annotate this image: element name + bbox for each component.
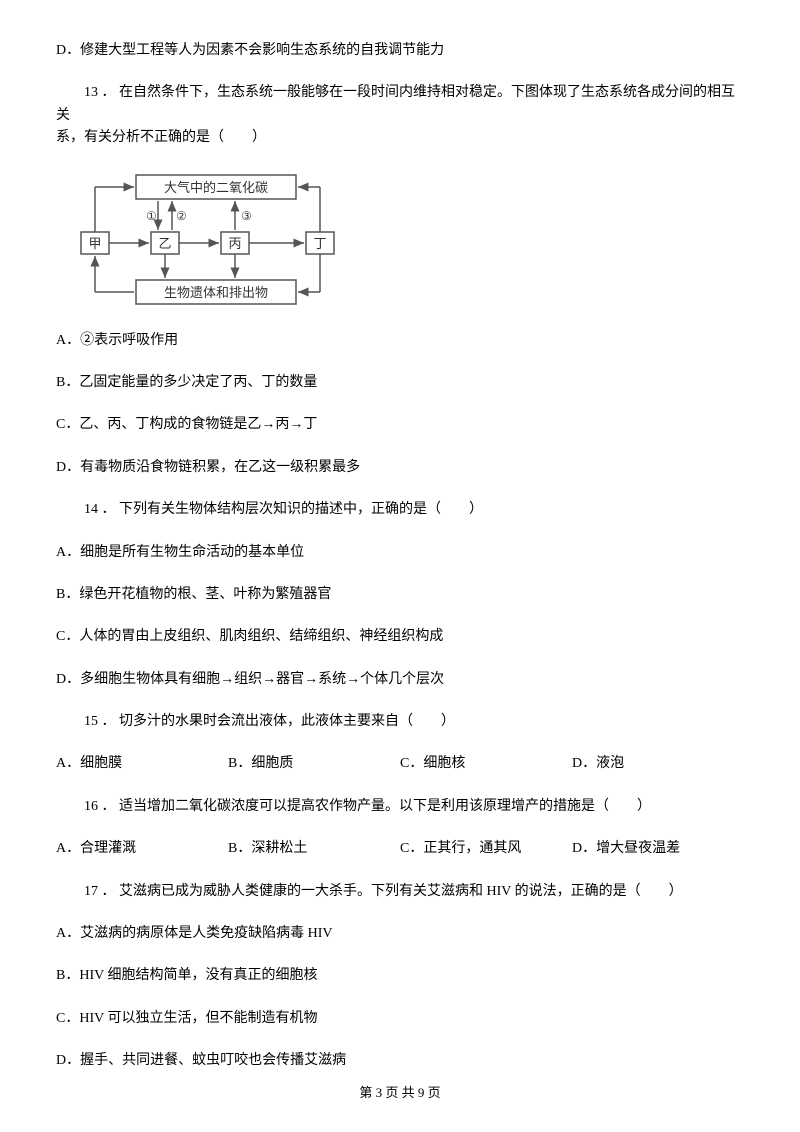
diagram-top-box: 大气中的二氧化碳 <box>164 180 268 195</box>
diagram-node-jia: 甲 <box>88 236 101 251</box>
q13-stem-line1: 13 ． 在自然条件下，生态系统一般能够在一段时间内维持相对稳定。下图体现了生态… <box>56 85 735 122</box>
diagram-node-bing: 丙 <box>228 236 241 251</box>
q15-option-c: C．细胞核 <box>400 753 572 775</box>
q16-options: A．合理灌溉 B．深耕松土 C．正其行，通其风 D．增大昼夜温差 <box>56 838 744 860</box>
q12-option-d: D．修建大型工程等人为因素不会影响生态系统的自我调节能力 <box>56 40 744 62</box>
q14-option-c: C．人体的胃由上皮组织、肌肉组织、结缔组织、神经组织构成 <box>56 626 744 648</box>
q13-option-a: A．②表示呼吸作用 <box>56 330 744 352</box>
diagram-label-1: ① <box>146 209 157 223</box>
q14-option-a: A．细胞是所有生物生命活动的基本单位 <box>56 542 744 564</box>
q15-stem: 15 ． 切多汁的水果时会流出液体，此液体主要来自（ ） <box>56 711 744 733</box>
q14-option-b: B．绿色开花植物的根、茎、叶称为繁殖器官 <box>56 584 744 606</box>
q15-option-d: D．液泡 <box>572 753 744 775</box>
q13-stem: 13 ． 在自然条件下，生态系统一般能够在一段时间内维持相对稳定。下图体现了生态… <box>56 82 744 149</box>
q13-stem-line2: 系，有关分析不正确的是（ ） <box>56 130 266 145</box>
q17-option-d: D．握手、共同进餐、蚊虫叮咬也会传播艾滋病 <box>56 1050 744 1072</box>
q17-stem: 17 ． 艾滋病已成为威胁人类健康的一大杀手。下列有关艾滋病和 HIV 的说法，… <box>56 881 744 903</box>
q13-option-c: C．乙、丙、丁构成的食物链是乙→丙→丁 <box>56 414 744 436</box>
q17-option-a: A．艾滋病的病原体是人类免疫缺陷病毒 HIV <box>56 923 744 945</box>
q17-option-b: B．HIV 细胞结构简单，没有真正的细胞核 <box>56 965 744 987</box>
q13-option-b: B．乙固定能量的多少决定了丙、丁的数量 <box>56 372 744 394</box>
diagram-node-ding: 丁 <box>313 236 326 251</box>
q16-stem: 16 ． 适当增加二氧化碳浓度可以提高农作物产量。以下是利用该原理增产的措施是（… <box>56 796 744 818</box>
q16-option-d: D．增大昼夜温差 <box>572 838 744 860</box>
ecosystem-diagram: 大气中的二氧化碳 生物遗体和排出物 甲 乙 丙 丁 ① ② <box>76 170 356 310</box>
q13-option-d: D．有毒物质沿食物链积累，在乙这一级积累最多 <box>56 457 744 479</box>
q15-options: A．细胞膜 B．细胞质 C．细胞核 D．液泡 <box>56 753 744 775</box>
q16-option-c: C．正其行，通其风 <box>400 838 572 860</box>
q17-option-c: C．HIV 可以独立生活，但不能制造有机物 <box>56 1008 744 1030</box>
page-footer: 第 3 页 共 9 页 <box>0 1083 800 1104</box>
q16-option-b: B．深耕松土 <box>228 838 400 860</box>
diagram-bottom-box: 生物遗体和排出物 <box>164 285 268 300</box>
diagram-node-yi: 乙 <box>158 236 171 251</box>
q15-option-a: A．细胞膜 <box>56 753 228 775</box>
diagram-label-2: ② <box>176 209 187 223</box>
q14-option-d: D．多细胞生物体具有细胞→组织→器官→系统→个体几个层次 <box>56 669 744 691</box>
q16-option-a: A．合理灌溉 <box>56 838 228 860</box>
q15-option-b: B．细胞质 <box>228 753 400 775</box>
diagram-label-3: ③ <box>241 209 252 223</box>
q14-stem: 14 ． 下列有关生物体结构层次知识的描述中，正确的是（ ） <box>56 499 744 521</box>
